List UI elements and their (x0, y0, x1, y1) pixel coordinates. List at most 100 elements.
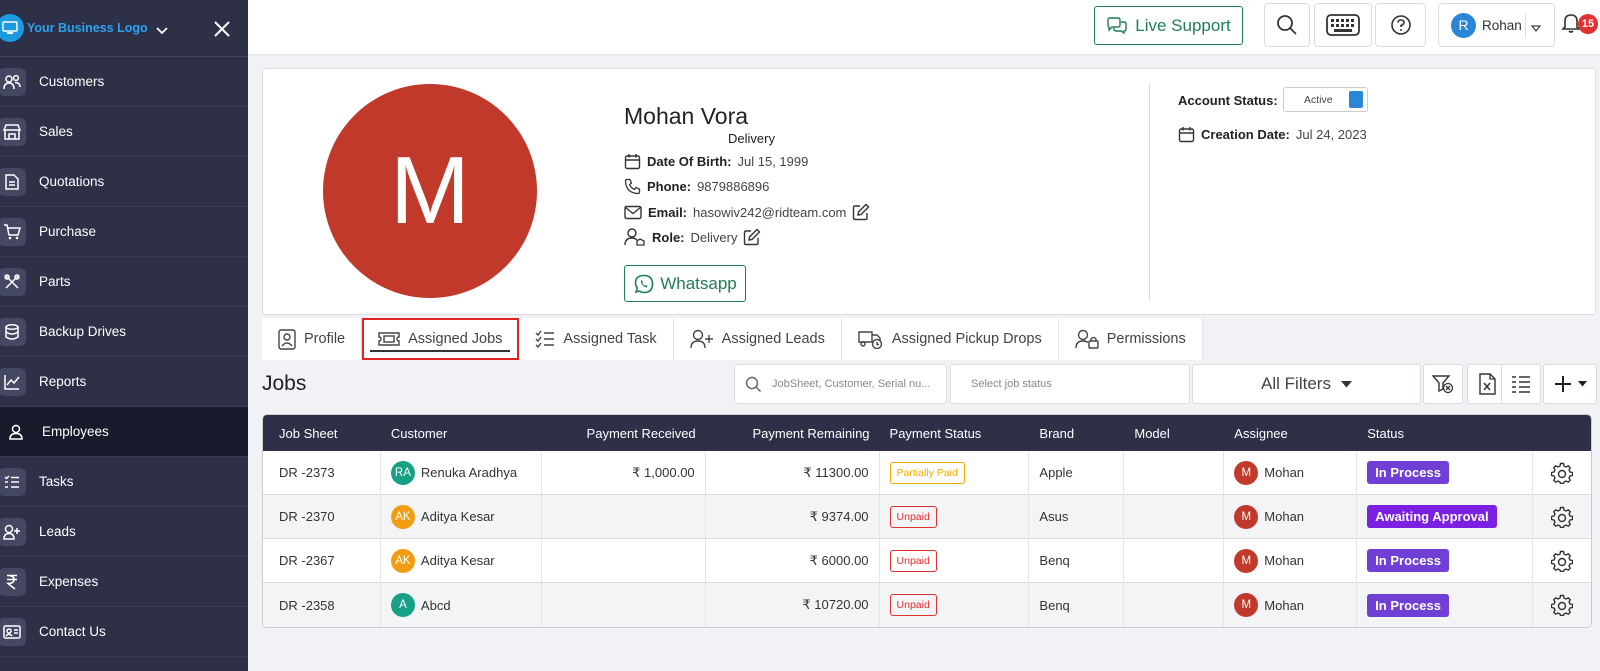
edit-icon[interactable] (743, 228, 761, 246)
tab-assigned-task[interactable]: Assigned Task (519, 318, 674, 360)
row-settings[interactable] (1533, 583, 1591, 627)
whatsapp-label: Whatsapp (660, 273, 737, 293)
tab-permissions[interactable]: Permissions (1058, 318, 1203, 360)
calendar-icon (624, 154, 641, 170)
business-logo-text[interactable]: Your Business Logo (27, 21, 148, 35)
status-badge[interactable]: In Process (1367, 549, 1449, 572)
column-header[interactable]: Customer (390, 425, 448, 441)
user-lock-icon (1075, 329, 1099, 349)
column-header[interactable]: Model (1134, 425, 1170, 441)
sidebar-item-label: Tasks (39, 474, 74, 489)
search-placeholder: JobSheet, Customer, Serial nu... (772, 378, 931, 390)
status-badge[interactable]: In Process (1367, 593, 1449, 617)
job-sheet-cell[interactable]: DR -2370 (263, 495, 381, 538)
table-row[interactable]: DR -2370 AK Aditya Kesar ₹ 9374.00 Unpaid… (263, 495, 1591, 539)
gear-icon[interactable] (1551, 550, 1574, 572)
sidebar-item-contact-us[interactable]: Contact Us (0, 607, 248, 657)
tab-assigned-pickup-drops[interactable]: Assigned Pickup Drops (841, 318, 1059, 360)
tab-label: Assigned Jobs (408, 331, 503, 347)
status-cell: In Process (1357, 539, 1534, 582)
job-sheet-cell[interactable]: DR -2367 (263, 539, 381, 582)
job-status-select[interactable]: Select job status (950, 364, 1190, 404)
column-header[interactable]: Payment Received (586, 425, 696, 441)
chevron-down-icon[interactable] (155, 23, 168, 38)
profile-tabs: Profile Assigned Jobs Assigned Task Assigne… (262, 318, 1203, 360)
column-settings-button[interactable] (1501, 364, 1541, 404)
assignee-cell: M Mohan (1224, 539, 1358, 582)
column-header[interactable]: Assignee (1234, 425, 1288, 441)
all-filters-dropdown[interactable]: All Filters (1192, 364, 1421, 404)
sidebar-item-customers[interactable]: Customers (0, 57, 248, 107)
column-header[interactable]: Brand (1039, 425, 1075, 441)
assignee-name: Mohan (1264, 465, 1305, 480)
excel-icon (1479, 373, 1496, 395)
model-cell (1124, 451, 1225, 494)
tab-assigned-leads[interactable]: Assigned Leads (673, 318, 842, 360)
account-status-label: Account Status: (1178, 93, 1278, 108)
column-header[interactable]: Job Sheet (279, 425, 338, 441)
status-badge[interactable]: In Process (1367, 461, 1449, 484)
bell-icon[interactable] (1561, 12, 1581, 37)
sidebar-item-parts[interactable]: Parts (0, 257, 248, 307)
row-settings[interactable] (1533, 495, 1591, 538)
sidebar-item-label: Employees (42, 424, 109, 439)
gear-icon[interactable] (1551, 506, 1574, 528)
model-cell (1124, 495, 1225, 538)
calendar-icon (1178, 127, 1195, 143)
creation-date-row: Creation Date: Jul 24, 2023 (1178, 126, 1367, 143)
user-plus-icon (0, 517, 26, 546)
caret-down-icon[interactable] (1530, 21, 1542, 36)
status-badge[interactable]: Awaiting Approval (1367, 505, 1497, 528)
phone-label: Phone: (647, 179, 692, 194)
job-sheet-cell[interactable]: DR -2358 (263, 583, 381, 627)
job-search-input[interactable]: JobSheet, Customer, Serial nu... (734, 364, 947, 404)
tab-label: Profile (304, 331, 346, 347)
clear-filter-button[interactable] (1423, 364, 1463, 404)
user-menu[interactable]: R Rohan (1438, 3, 1555, 47)
sidebar-item-reports[interactable]: Reports (0, 357, 248, 407)
help-button[interactable] (1375, 3, 1426, 47)
tab-profile[interactable]: Profile (262, 318, 363, 360)
model-cell (1124, 583, 1225, 627)
column-header (1533, 415, 1591, 451)
row-settings[interactable] (1533, 539, 1591, 582)
payment-remaining-cell: ₹ 10720.00 (706, 583, 880, 627)
sidebar-item-quotations[interactable]: Quotations (0, 157, 248, 207)
avatar: M (323, 84, 537, 298)
search-icon (1277, 15, 1297, 35)
search-button[interactable] (1264, 3, 1310, 47)
export-excel-button[interactable] (1467, 364, 1507, 404)
customer-cell: RA Renuka Aradhya (381, 451, 542, 494)
payment-status-cell: Unpaid (880, 583, 1030, 627)
tab-assigned-jobs[interactable]: Assigned Jobs (362, 318, 520, 360)
avatar: AK (390, 504, 415, 529)
sidebar-item-employees[interactable]: Employees (0, 407, 248, 457)
sidebar-item-sales[interactable]: Sales (0, 107, 248, 157)
column-header[interactable]: Status (1367, 425, 1405, 441)
whatsapp-button[interactable]: Whatsapp (624, 265, 746, 302)
sidebar-item-backup-drives[interactable]: Backup Drives (0, 307, 248, 357)
job-sheet-cell[interactable]: DR -2373 (263, 451, 381, 494)
top-bar: Live Support R Rohan 15 (248, 0, 1600, 54)
account-status-toggle[interactable]: Active (1283, 87, 1368, 112)
live-support-button[interactable]: Live Support (1094, 6, 1243, 45)
gear-icon[interactable] (1551, 594, 1574, 616)
table-row[interactable]: DR -2367 AK Aditya Kesar ₹ 6000.00 Unpaid… (263, 539, 1591, 583)
column-header[interactable]: Payment Status (889, 425, 982, 441)
avatar: M (1234, 504, 1259, 529)
gear-icon[interactable] (1551, 462, 1574, 484)
sidebar-item-expenses[interactable]: Expenses (0, 557, 248, 607)
close-icon[interactable] (212, 19, 232, 39)
status-cell: In Process (1357, 583, 1534, 627)
column-header[interactable]: Payment Remaining (752, 425, 870, 441)
sidebar-item-leads[interactable]: Leads (0, 507, 248, 557)
sidebar-item-tasks[interactable]: Tasks (0, 457, 248, 507)
keyboard-shortcuts-button[interactable] (1314, 3, 1372, 47)
table-row[interactable]: DR -2373 RA Renuka Aradhya ₹ 1,000.00 ₹ 1… (263, 451, 1591, 495)
add-job-button[interactable] (1543, 364, 1597, 404)
row-settings[interactable] (1533, 451, 1591, 494)
sidebar-item-label: Contact Us (39, 624, 106, 639)
sidebar-item-purchase[interactable]: Purchase (0, 207, 248, 257)
edit-icon[interactable] (852, 203, 870, 221)
